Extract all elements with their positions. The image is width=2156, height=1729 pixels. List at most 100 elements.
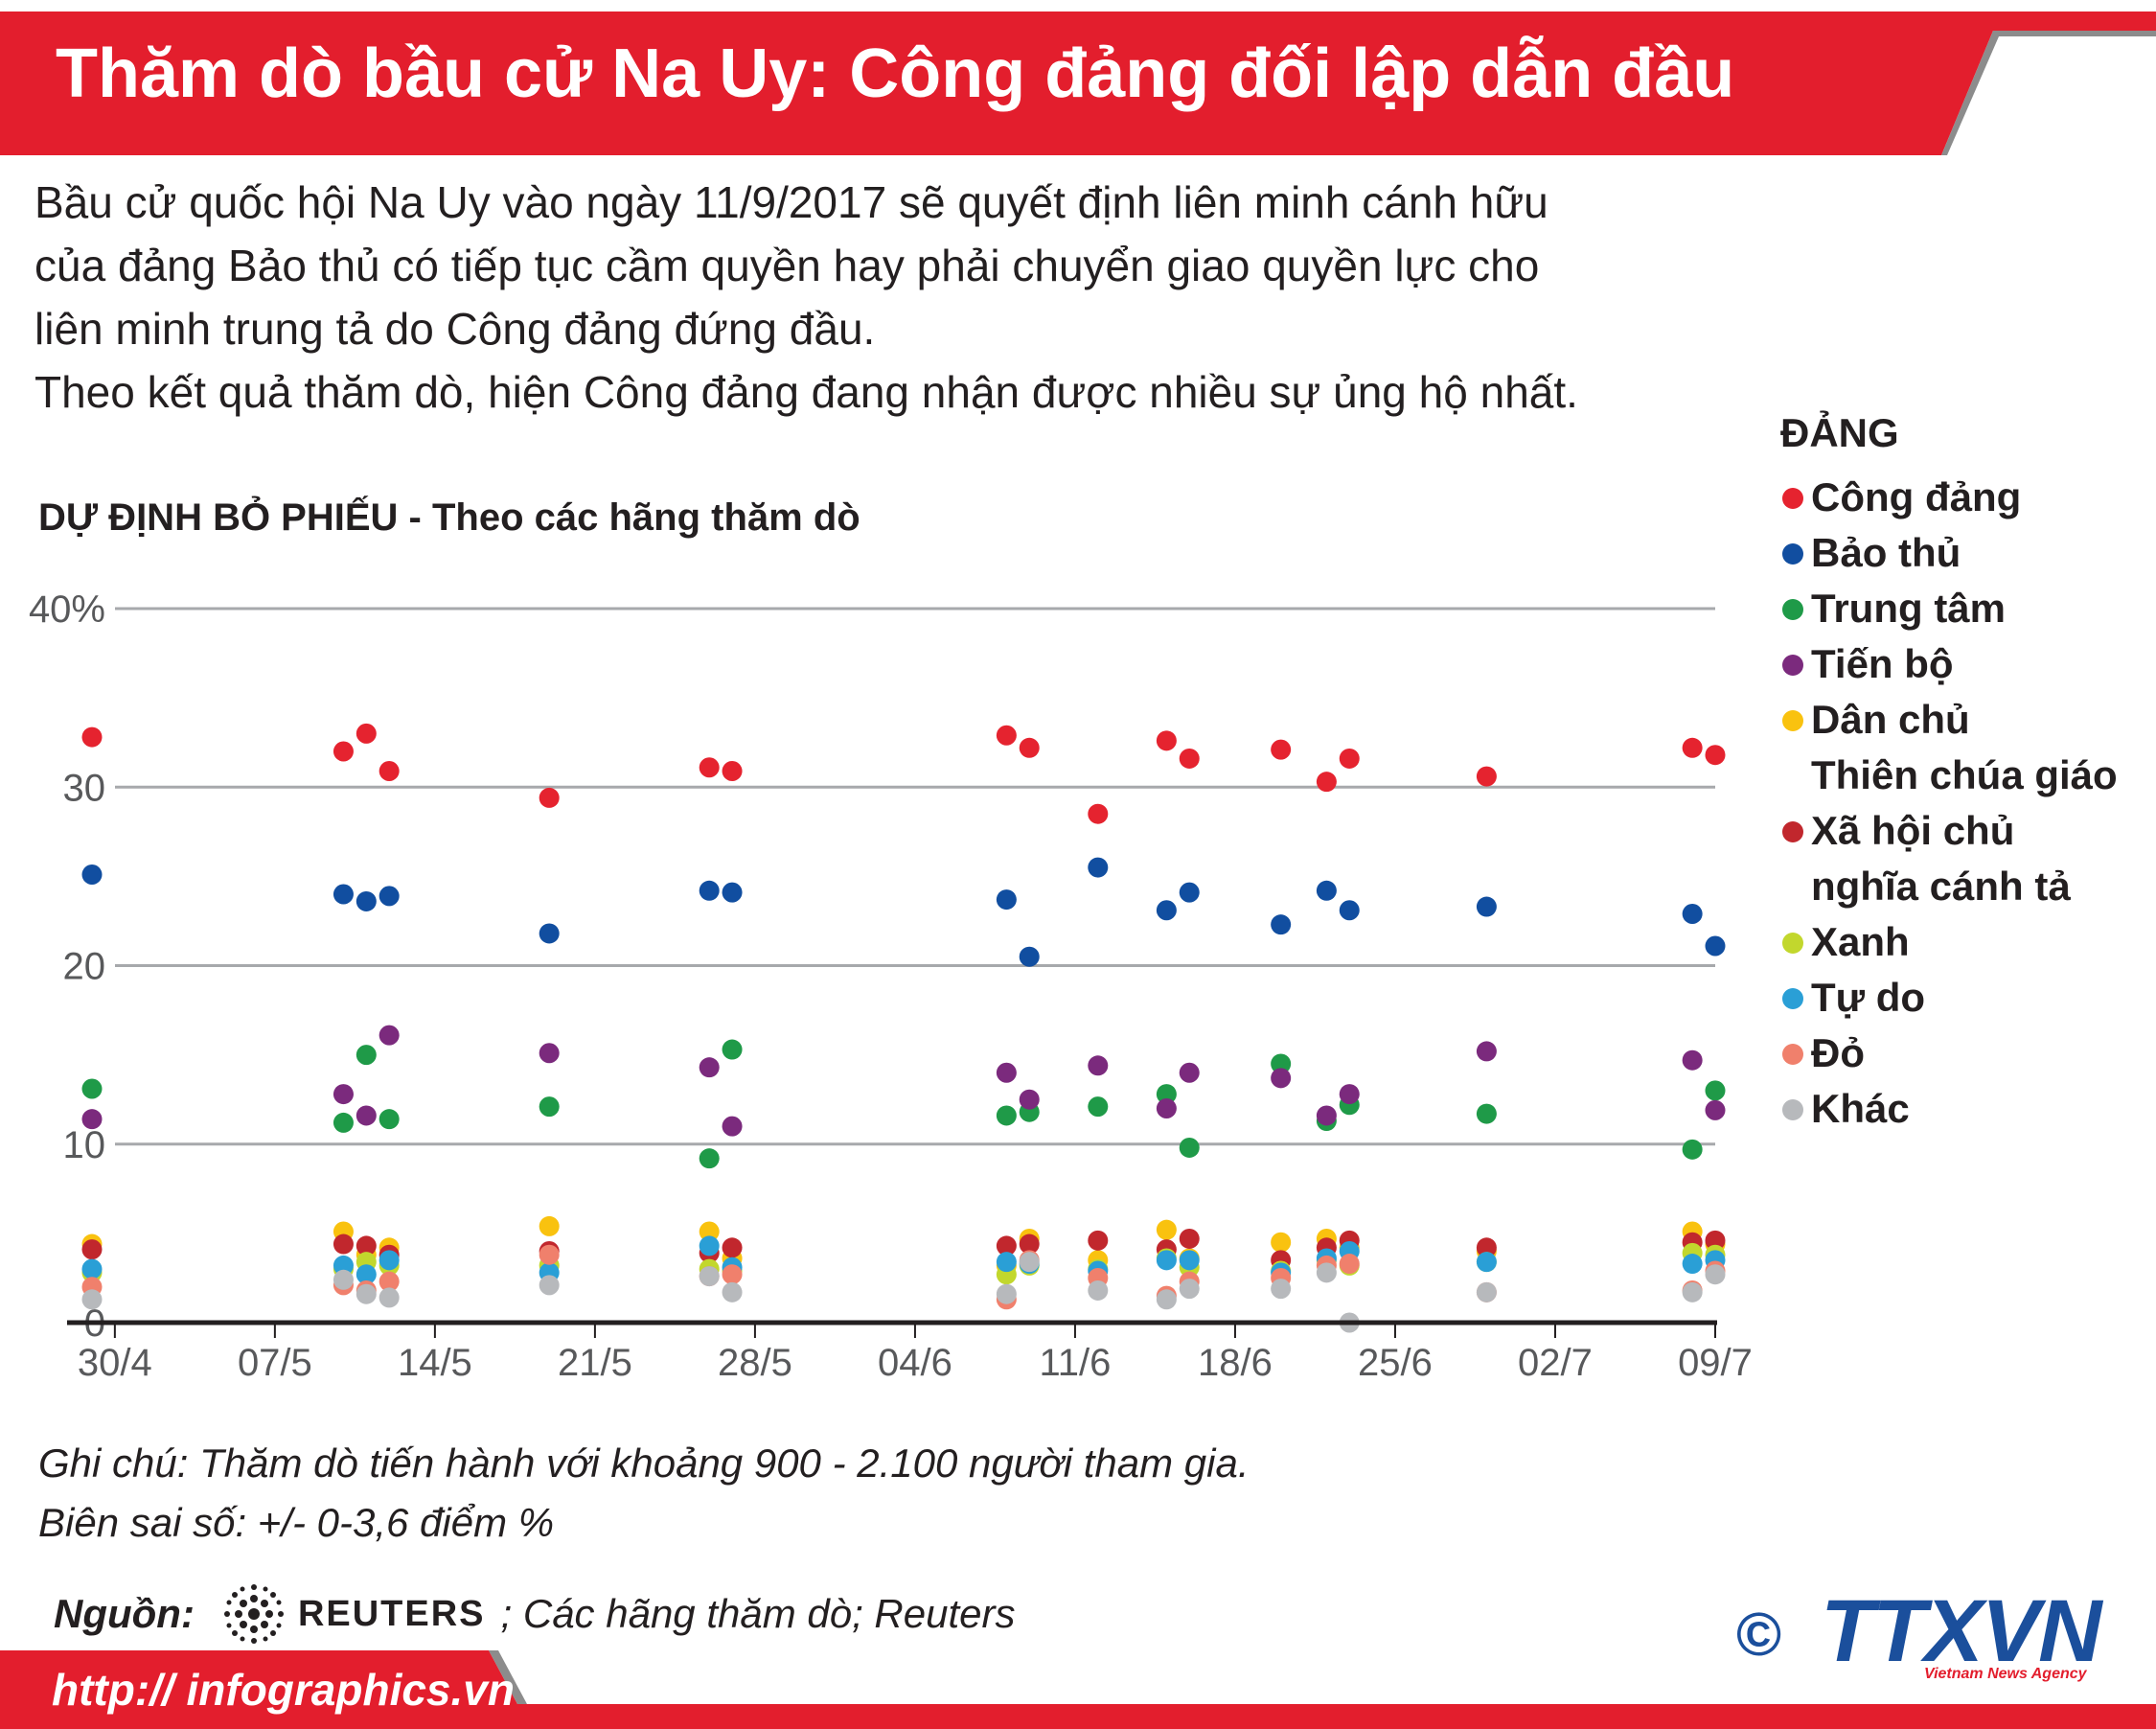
data-point: [699, 1057, 720, 1078]
data-point: [722, 1039, 743, 1060]
data-point: [1476, 896, 1497, 917]
data-point: [539, 923, 560, 944]
y-tick-label: 10: [63, 1124, 106, 1166]
legend-dot-icon: [1782, 655, 1803, 676]
data-point: [722, 760, 743, 781]
data-point: [1179, 1228, 1200, 1249]
data-point: [1316, 880, 1337, 901]
website-link[interactable]: http:// infographics.vn: [52, 1665, 515, 1715]
data-point: [996, 1283, 1017, 1304]
legend-item: Đỏ: [1780, 1026, 2156, 1081]
x-tick-label: 14/5: [398, 1342, 472, 1384]
x-tick-label: 30/4: [78, 1342, 152, 1384]
data-point: [996, 1252, 1017, 1273]
data-point: [333, 1084, 354, 1105]
legend-label: Tự do: [1811, 975, 1926, 1020]
data-point: [333, 1269, 354, 1290]
legend-label: Xanh: [1811, 919, 1910, 964]
reuters-dots-icon: [223, 1584, 284, 1644]
data-point: [1156, 900, 1177, 921]
data-point: [1316, 1105, 1337, 1126]
data-point: [356, 890, 377, 911]
data-point: [1179, 1279, 1200, 1300]
data-point: [378, 1109, 400, 1130]
legend-item: Dân chủ Thiên chúa giáo: [1780, 692, 2156, 803]
data-point: [81, 1289, 103, 1310]
data-point: [699, 1221, 720, 1242]
data-point: [539, 1215, 560, 1236]
data-point: [1271, 1068, 1292, 1089]
intro-paragraph: Bầu cử quốc hội Na Uy vào ngày 11/9/2017…: [34, 171, 1778, 424]
data-point: [1088, 1279, 1109, 1301]
data-point: [722, 1237, 743, 1258]
data-point: [1156, 1250, 1177, 1271]
data-point: [1476, 1041, 1497, 1062]
legend-dot-icon: [1782, 1044, 1803, 1065]
intro-line: Bầu cử quốc hội Na Uy vào ngày 11/9/2017…: [34, 177, 1548, 227]
data-point: [378, 1025, 400, 1046]
legend-dot-icon: [1782, 821, 1803, 842]
data-point: [1271, 1053, 1292, 1074]
source-label: Nguồn:: [54, 1591, 195, 1636]
data-point: [1705, 1099, 1726, 1120]
data-point: [1705, 935, 1726, 957]
x-tick-label: 25/6: [1358, 1342, 1433, 1384]
data-point: [356, 1264, 377, 1285]
data-point: [1271, 739, 1292, 760]
data-point: [722, 1116, 743, 1137]
data-point: [1705, 1080, 1726, 1101]
data-point: [699, 757, 720, 778]
data-point: [1316, 772, 1337, 793]
footer-shape: [0, 1650, 2156, 1729]
data-point: [1705, 1264, 1726, 1285]
legend-label: Khác: [1811, 1086, 1910, 1131]
data-point: [356, 1235, 377, 1256]
legend-items: Công đảng Bảo thủ Trung tâm Tiến bộ Dân chủ T…: [1780, 470, 2156, 1137]
data-point: [1019, 737, 1040, 758]
data-point: [1476, 1252, 1497, 1273]
data-point: [333, 884, 354, 905]
y-tick-label: 40%: [29, 588, 105, 631]
data-point: [722, 1281, 743, 1303]
data-point: [539, 1275, 560, 1296]
data-point: [1179, 1250, 1200, 1271]
legend-item: Khác: [1780, 1081, 2156, 1137]
legend-item: Công đảng: [1780, 470, 2156, 525]
data-point: [81, 864, 103, 886]
data-point: [81, 726, 103, 748]
note-line: Biên sai số: +/- 0-3,6 điểm %: [38, 1500, 555, 1545]
data-point: [539, 1096, 560, 1118]
legend-label: Xã hội chủ: [1811, 808, 2015, 853]
data-point: [1682, 1139, 1703, 1160]
source-line: Nguồn: REUTERS ; Các hãng thăm dò; Reute…: [54, 1583, 1016, 1645]
data-point: [333, 1233, 354, 1255]
data-point: [1088, 857, 1109, 878]
data-point: [1476, 1237, 1497, 1258]
y-tick-label: 30: [63, 767, 106, 809]
data-point: [1476, 766, 1497, 787]
data-point: [1179, 882, 1200, 903]
legend-label: Trung tâm: [1811, 586, 2007, 631]
legend-label: Dân chủ: [1811, 697, 1970, 742]
data-point: [1179, 748, 1200, 769]
data-point: [1339, 900, 1360, 921]
legend-label: Đỏ: [1811, 1030, 1865, 1075]
data-point: [996, 1062, 1017, 1083]
intro-line: của đảng Bảo thủ có tiếp tục cầm quyền h…: [34, 241, 1540, 290]
data-point: [378, 886, 400, 907]
data-point: [378, 1250, 400, 1271]
data-point: [1019, 1233, 1040, 1255]
data-point: [1476, 1103, 1497, 1124]
data-point: [378, 1287, 400, 1308]
data-point: [1271, 1232, 1292, 1253]
data-point: [539, 1244, 560, 1265]
ttxvn-logo: © TTXVN Vietnam News Agency: [1736, 1582, 2110, 1687]
copyright-icon: ©: [1736, 1600, 1782, 1669]
data-point: [1156, 1289, 1177, 1310]
data-point: [81, 1239, 103, 1260]
data-point: [539, 1043, 560, 1064]
x-tick-label: 28/5: [718, 1342, 792, 1384]
data-point: [378, 1271, 400, 1292]
data-point: [722, 1264, 743, 1285]
legend-label: Công đảng: [1811, 474, 2022, 519]
